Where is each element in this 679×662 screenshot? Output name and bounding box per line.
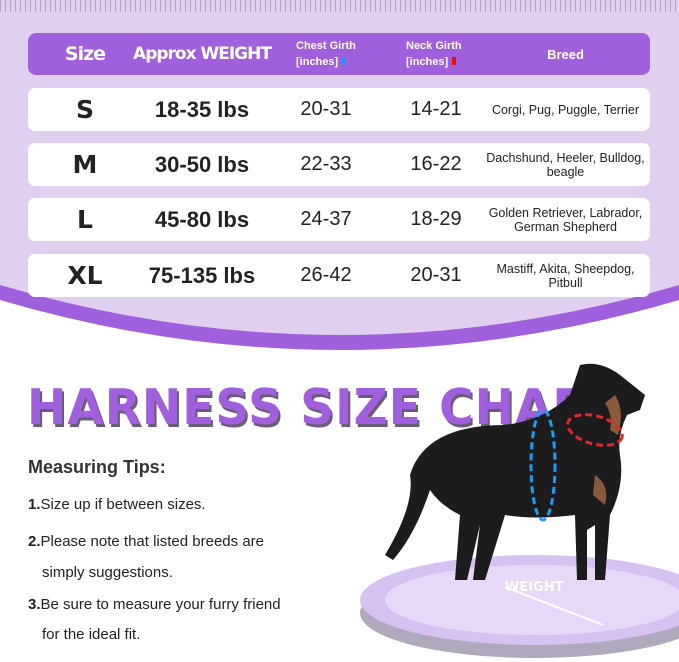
header-chest: Chest Girth [inches] [296, 40, 356, 68]
table-row: XL 75-135 lbs 26-42 20-31 Mastiff, Akita, Sh… [28, 254, 650, 297]
tip-3: 3.Be sure to measure your furry friend [28, 596, 281, 613]
header-weight: Approx WEIGHT [133, 44, 272, 64]
tip-2-cont: simply suggestions. [42, 564, 173, 581]
header-size: Size [64, 43, 106, 65]
cell-size: XL [67, 261, 103, 290]
cell-breed: Corgi, Pug, Puggle, Terrier [491, 102, 640, 117]
header-neck: Neck Girth [inches] [406, 40, 462, 68]
cell-breed: Mastiff, Akita, Sheepdog, Pitbull [496, 261, 635, 290]
cell-neck: 20-31 [410, 264, 462, 286]
cell-weight: 18-35 lbs [154, 96, 250, 122]
cell-chest: 24-37 [300, 208, 352, 230]
ruler-ticks [0, 0, 679, 12]
scale-label: WEIGHT [505, 580, 564, 595]
dog-on-scale-illustration: WEIGHT [360, 363, 679, 658]
cell-breed: Dachshund, Heeler, Bulldog, beagle [486, 150, 645, 179]
cell-size: L [77, 205, 93, 234]
table-header: Size Approx WEIGHT Chest Girth [inches] N… [28, 33, 650, 75]
tips-heading: Measuring Tips: [28, 457, 166, 477]
cell-size: S [75, 95, 94, 124]
cell-breed: Golden Retriever, Labrador, German Sheph… [488, 205, 643, 234]
neck-marker-icon [452, 57, 457, 65]
cell-chest: 22-33 [300, 153, 352, 175]
table-row: L 45-80 lbs 24-37 18-29 Golden Retriever, La… [28, 198, 650, 241]
cell-weight: 45-80 lbs [154, 206, 250, 232]
header-breed: Breed [547, 46, 584, 62]
chest-marker-icon [342, 57, 347, 65]
tip-3-cont: for the ideal fit. [42, 626, 141, 643]
table-row: S 18-35 lbs 20-31 14-21 Corgi, Pug, Puggle, … [28, 88, 650, 131]
cell-size: M [72, 150, 98, 179]
cell-neck: 16-22 [410, 153, 462, 175]
tip-2: 2.Please note that listed breeds are [28, 533, 264, 550]
cell-weight: 30-50 lbs [154, 151, 250, 177]
cell-chest: 26-42 [300, 264, 352, 286]
cell-neck: 18-29 [410, 208, 462, 230]
cell-weight: 75-135 lbs [148, 262, 256, 288]
table-row: M 30-50 lbs 22-33 16-22 Dachshund, Heeler, B… [28, 143, 650, 186]
cell-chest: 20-31 [300, 98, 352, 120]
cell-neck: 14-21 [410, 98, 462, 120]
tip-1: 1.Size up if between sizes. [28, 496, 206, 513]
